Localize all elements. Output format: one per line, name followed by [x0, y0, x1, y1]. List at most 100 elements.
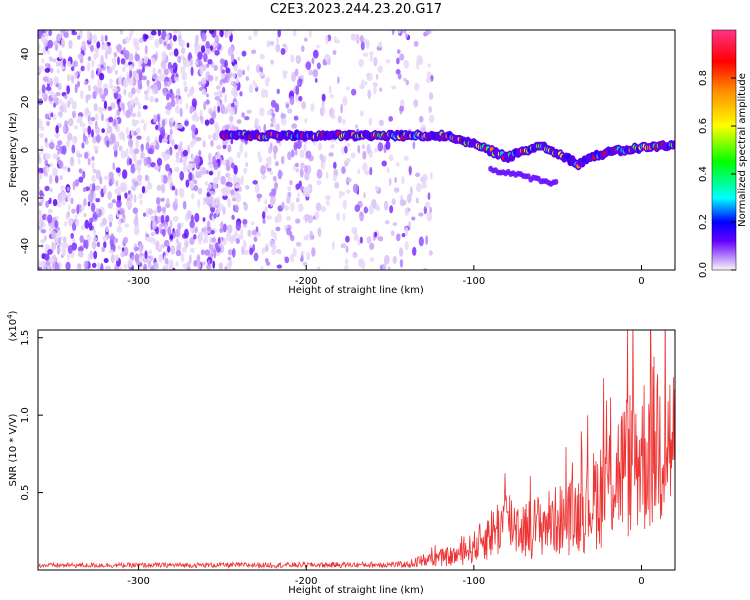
spectrogram-noise-cell: [289, 95, 295, 106]
spectrogram-noise-cell: [129, 30, 134, 36]
spectrogram-noise-cell: [224, 186, 231, 195]
spectrogram-noise-cell: [51, 230, 57, 240]
colorbar-tick-label: 0.4: [698, 166, 709, 182]
spectrogram-noise-cell: [56, 68, 60, 74]
spectrogram-noise-cell: [176, 243, 182, 253]
spectrogram-noise-cell: [427, 63, 431, 68]
spectrogram-noise-cell: [136, 69, 141, 74]
spectrogram-noise-cell: [97, 78, 103, 88]
spectrogram-noise-cell: [264, 77, 270, 87]
spectrogram-noise-cell: [134, 246, 140, 251]
spectrogram-noise-cell: [166, 33, 170, 39]
spectrogram-noise-cell: [139, 243, 143, 254]
spectrogram-noise-cell: [300, 162, 305, 169]
spectrogram-noise-cell: [384, 220, 390, 225]
spectrogram-noise-cell: [114, 254, 119, 262]
spectrogram-noise-cell: [170, 117, 175, 124]
spectrogram-noise-cell: [216, 145, 222, 150]
spectrogram-noise-cell: [172, 215, 179, 222]
spectrogram-noise-cell: [156, 204, 162, 214]
spectrogram-noise-cell: [242, 223, 248, 228]
spectrogram-noise-cell: [377, 65, 384, 74]
spectrogram-noise-cell: [175, 96, 179, 105]
spectrogram-noise-cell: [40, 239, 46, 244]
spectrogram-noise-cell: [79, 235, 84, 244]
spectrogram-noise-cell: [297, 203, 304, 212]
spectrogram-noise-cell: [227, 144, 232, 153]
spectrogram-noise-cell: [340, 191, 346, 196]
spectrogram-noise-cell: [270, 59, 274, 65]
snr-panel: -300 -200 -100 0 0.5 1.0 1.5 Height of straig…: [6, 310, 676, 596]
spectrogram-noise-cell: [156, 184, 162, 192]
spectrogram-noise-cell: [235, 190, 240, 198]
spectrogram-noise-cell: [169, 234, 174, 240]
spectrogram-noise-cell: [366, 236, 372, 244]
spectrogram-noise-cell: [246, 65, 250, 72]
spectrogram-noise-cell: [181, 246, 188, 253]
spectrogram-noise-cell: [104, 34, 108, 42]
spectrogram-noise-cell: [147, 262, 152, 269]
spectrogram-noise-cell: [208, 164, 214, 169]
spectrogram-noise-cell: [201, 88, 207, 96]
spectrogram-noise-cell: [152, 209, 158, 215]
spectrogram-noise-cell: [38, 90, 41, 95]
spectrogram-noise-cell: [315, 202, 322, 212]
spectrogram-noise-cell: [287, 186, 292, 192]
spectrogram-noise-cell: [117, 56, 120, 66]
spectrogram-noise-cell: [428, 105, 432, 114]
spectrogram-noise-cell: [110, 253, 115, 264]
spectrogram-noise-cell: [43, 235, 47, 241]
spectrogram-noise-cell: [119, 207, 125, 216]
spectrogram-noise-cell: [211, 201, 215, 207]
spectrogram-noise-cell: [143, 263, 148, 270]
spectrogram-noise-cell: [190, 162, 196, 168]
spectrogram-noise-cell: [152, 220, 157, 231]
spectrogram-noise-cell: [42, 32, 48, 37]
spectrogram-noise-cell: [289, 253, 294, 263]
spectrogram-noise-cell: [101, 128, 105, 134]
spectrogram-noise-cell: [174, 188, 178, 197]
spectrogram-noise-cell: [103, 257, 109, 264]
spectrogram-noise-cell: [140, 119, 145, 124]
spectrogram-noise-cell: [182, 165, 187, 172]
spectrogram-noise-cell: [369, 54, 374, 63]
spectrogram-noise-cell: [131, 87, 136, 95]
spectrogram-noise-cell: [183, 228, 189, 239]
spectrogram-noise-cell: [304, 37, 308, 42]
spectrogram-noise-cell: [166, 197, 170, 206]
spectrogram-noise-cell: [341, 166, 346, 174]
spectrogram-noise-cell: [212, 260, 216, 269]
spectrogram-noise-cell: [58, 50, 62, 60]
spectrogram-noise-cell: [259, 53, 265, 60]
spectrogram-noise-cell: [114, 237, 119, 244]
spectrogram-noise-cell: [92, 33, 98, 44]
spectrogram-noise-cell: [167, 61, 172, 70]
spectrogram-noise-cell: [428, 250, 433, 256]
spectrogram-noise-cell: [77, 158, 81, 165]
spectrogram-noise-cell: [213, 161, 219, 171]
spectrogram-noise-cell: [256, 193, 263, 199]
spectrogram-noise-cell: [232, 72, 236, 80]
spectrogram-noise-cell: [307, 215, 314, 224]
spectrogram-noise-cell: [107, 191, 112, 200]
spectrogram-noise-cell: [133, 216, 139, 226]
spectrogram-noise-cell: [346, 142, 351, 148]
spectrogram-noise-cell: [163, 239, 170, 247]
spectrogram-noise-cell: [184, 120, 189, 127]
spectrogram-noise-cell: [403, 77, 407, 82]
spectrogram-noise-cell: [91, 59, 95, 68]
spectrogram-noise-cell: [421, 181, 427, 189]
spectrogram-noise-cell: [235, 221, 242, 231]
spectrogram-noise-cell: [267, 146, 273, 154]
spectrogram-noise-cell: [127, 77, 134, 86]
spectrogram-noise-cell: [186, 42, 190, 48]
spectrogram-noise-cell: [73, 125, 79, 130]
spectrogram-noise-cell: [276, 88, 280, 95]
spectrogram-noise-cell: [360, 41, 365, 51]
spectrogram-noise-cell: [161, 118, 166, 129]
spectrogram-noise-cell: [204, 231, 208, 240]
spectrogram-noise-cell: [175, 156, 181, 164]
spectrogram-noise-cell: [401, 199, 407, 206]
spectrogram-noise-cell: [134, 53, 141, 62]
